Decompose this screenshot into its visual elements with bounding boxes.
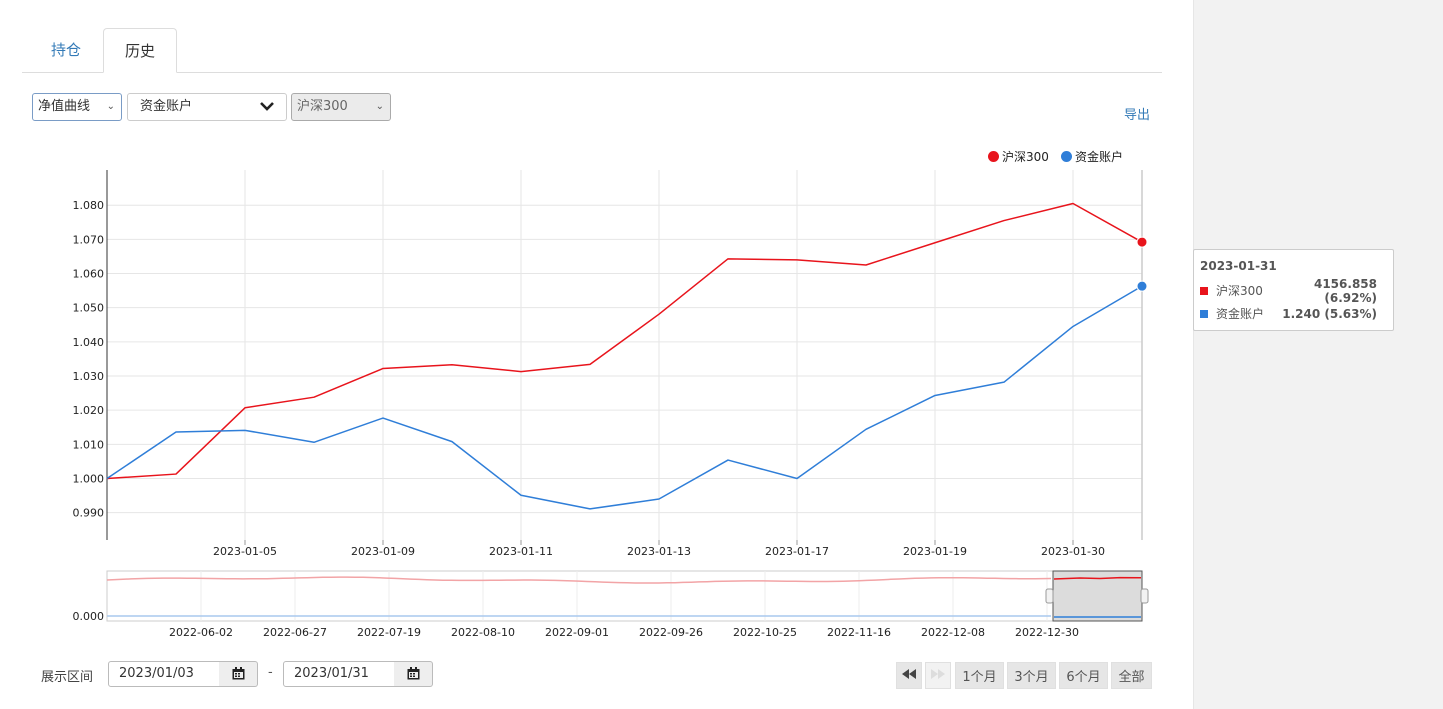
period-all-button[interactable]: 全部 — [1111, 662, 1152, 689]
x-tick-label: 2023-01-30 — [1041, 545, 1105, 558]
series-line-account — [106, 285, 1143, 510]
y-tick-label: 1.000 — [73, 473, 105, 486]
start-calendar-button[interactable] — [219, 661, 258, 687]
x-axis-labels: 2023-01-05 2023-01-09 2023-01-11 2023-01-13… — [213, 545, 1105, 558]
legend-marker-icon — [1061, 151, 1072, 162]
x-tick-label: 2023-01-19 — [903, 545, 967, 558]
y-tick-label: 0.990 — [73, 507, 105, 520]
navigator-handle — [1045, 588, 1054, 604]
account-value: 资金账户 — [140, 99, 193, 114]
x-tick-label: 2023-01-11 — [489, 545, 553, 558]
series-marker-icon — [1200, 309, 1208, 318]
y-tick-label: 1.060 — [73, 268, 105, 281]
tooltip-row: 资金账户 1.240 (5.63%) — [1200, 302, 1387, 325]
navigator-x-label: 2022-07-19 — [357, 626, 421, 638]
chart-series — [106, 202, 1148, 510]
tooltip-date: 2023-01-31 — [1200, 259, 1277, 273]
navigator-frame — [106, 570, 1143, 622]
calendar-icon — [407, 665, 420, 684]
navigator-y-label: 0.000 — [73, 610, 105, 623]
navigator-x-label: 2022-09-01 — [545, 626, 609, 638]
benchmark-select[interactable]: 沪深300 ⌄ — [291, 93, 391, 121]
y-tick-label: 1.070 — [73, 233, 105, 246]
end-calendar-button[interactable] — [394, 661, 433, 687]
x-tick-label: 2023-01-05 — [213, 545, 277, 558]
data-point — [1136, 236, 1148, 248]
chevron-down-icon: ⌄ — [106, 101, 115, 112]
forward-button[interactable] — [925, 662, 951, 689]
tooltip-series-value: 1.240 (5.63%) — [1282, 306, 1377, 321]
x-tick-label: 2023-01-13 — [627, 545, 691, 558]
start-date-input[interactable]: 2023/01/03 — [108, 661, 220, 687]
tooltip-series-name: 沪深300 — [1216, 284, 1263, 298]
range-separator: - — [268, 665, 273, 680]
navigator-selected-hs300 — [1053, 576, 1142, 580]
navigator-x-label: 2022-10-25 — [733, 626, 797, 638]
navigator-x-label: 2022-09-26 — [639, 626, 703, 638]
end-date-input[interactable]: 2023/01/31 — [283, 661, 395, 687]
tab-history[interactable]: 历史 — [103, 28, 177, 73]
range-label: 展示区间 — [41, 670, 94, 685]
y-tick-label: 1.020 — [73, 404, 105, 417]
data-point — [1136, 280, 1148, 292]
curve-type-select[interactable]: 净值曲线 ⌄ — [32, 93, 122, 121]
period-3m-button[interactable]: 3个月 — [1007, 662, 1056, 689]
net-value-chart[interactable]: 0.990 1.000 1.010 1.020 1.030 1.040 1.050 1.060… — [0, 160, 1160, 565]
navigator-selection — [1052, 570, 1143, 622]
navigator-x-label: 2022-11-16 — [827, 626, 891, 638]
series-line-hs300 — [106, 202, 1143, 480]
range-navigator[interactable]: 2022-06-02 2022-06-27 2022-07-19 2022-08-10… — [0, 560, 1160, 638]
navigator-x-label: 2022-06-27 — [263, 626, 327, 638]
calendar-icon — [232, 665, 245, 684]
navigator-handle — [1140, 588, 1149, 604]
chevron-down-icon — [260, 94, 274, 120]
tab-positions[interactable]: 持仓 — [51, 41, 82, 59]
y-tick-label: 1.030 — [73, 370, 105, 383]
y-axis-labels: 0.990 1.000 1.010 1.020 1.030 1.040 1.050 1.060… — [73, 199, 105, 519]
x-tick-label: 2023-01-09 — [351, 545, 415, 558]
chart-tooltip: 2023-01-31 沪深300 4156.858 (6.92%) 资金账户 1… — [1193, 249, 1394, 331]
period-6m-button[interactable]: 6个月 — [1059, 662, 1108, 689]
benchmark-value: 沪深300 — [297, 99, 348, 114]
navigator-x-label: 2022-12-08 — [921, 626, 985, 638]
y-tick-label: 1.040 — [73, 336, 105, 349]
period-1m-button[interactable]: 1个月 — [955, 662, 1004, 689]
tab-bar: 持仓 历史 — [22, 28, 1162, 73]
navigator-x-label: 2022-08-10 — [451, 626, 515, 638]
legend-label: 沪深300 — [1002, 150, 1049, 164]
series-marker-icon — [1200, 286, 1208, 295]
y-tick-label: 1.010 — [73, 438, 105, 451]
navigator-x-label: 2022-06-02 — [169, 626, 233, 638]
navigator-x-label: 2022-12-30 — [1015, 626, 1079, 638]
legend-label: 资金账户 — [1075, 150, 1124, 164]
y-tick-label: 1.080 — [73, 199, 105, 212]
export-link[interactable]: 导出 — [1124, 108, 1151, 123]
legend-item-account[interactable]: 资金账户 — [1061, 148, 1123, 165]
x-tick-label: 2023-01-17 — [765, 545, 829, 558]
tooltip-row: 沪深300 4156.858 (6.92%) — [1200, 276, 1387, 305]
account-select[interactable]: 资金账户 — [127, 93, 287, 121]
right-side-panel — [1193, 0, 1443, 709]
y-tick-label: 1.050 — [73, 302, 105, 315]
legend-item-hs300[interactable]: 沪深300 — [988, 148, 1049, 165]
tooltip-series-name: 资金账户 — [1216, 307, 1265, 321]
chevron-down-icon: ⌄ — [375, 101, 384, 112]
tooltip-series-value: 4156.858 (6.92%) — [1313, 276, 1377, 305]
legend-marker-icon — [988, 151, 999, 162]
rewind-button[interactable] — [896, 662, 922, 689]
navigator-content: 2022-06-02 2022-06-27 2022-07-19 2022-08-10… — [73, 570, 1149, 638]
curve-type-value: 净值曲线 — [38, 99, 91, 114]
fast-forward-icon — [931, 668, 945, 683]
rewind-icon — [902, 668, 916, 683]
navigator-series-hs300 — [106, 576, 1052, 584]
